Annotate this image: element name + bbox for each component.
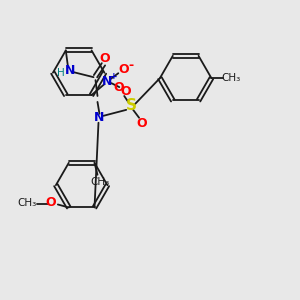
Text: O: O [99,52,110,65]
Text: O: O [118,63,129,76]
Text: O: O [113,81,124,94]
Text: N: N [64,64,75,77]
Text: O: O [120,85,130,98]
Text: N: N [102,75,112,88]
Text: -: - [129,59,134,72]
Text: S: S [126,98,137,113]
Text: N: N [94,111,105,124]
Text: CH₃: CH₃ [17,199,37,208]
Text: O: O [46,196,56,209]
Text: H: H [57,68,65,78]
Text: CH₃: CH₃ [91,177,110,187]
Text: CH₃: CH₃ [222,73,241,83]
Text: O: O [137,117,147,130]
Text: +: + [110,72,117,81]
